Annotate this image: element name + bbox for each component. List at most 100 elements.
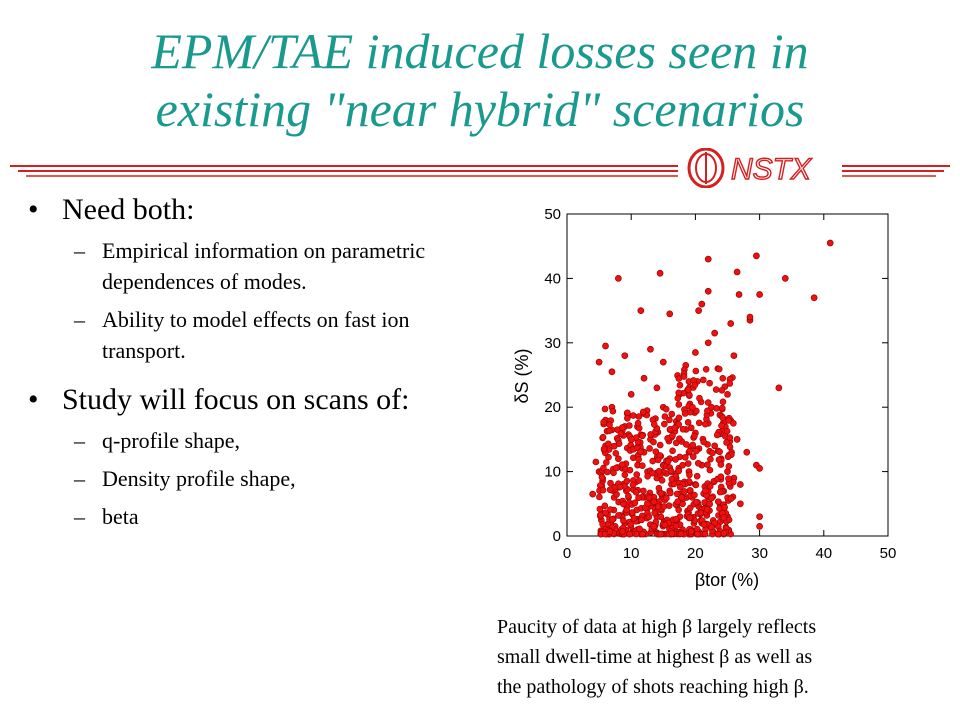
caption-line-1: Paucity of data at high β largely reflec… [497,616,817,638]
nstx-logo-text: NSTX [731,153,812,186]
scatter-point [712,386,720,393]
scatter-point [719,398,727,406]
scatter-point [604,468,611,476]
scatter-point [650,438,657,446]
scatter-point [714,530,722,538]
scatter-point [689,453,697,460]
scatter-point [702,420,709,428]
scatter-point [644,500,651,507]
dash-glyph: – [74,428,85,453]
scatter-point [596,493,603,501]
bullet-list: • Need both: – Empirical information on … [28,188,458,532]
scatter-point [638,516,645,524]
scatter-point [696,394,703,402]
title-line-1: EPM/TAE induced losses seen in [151,23,809,79]
scatter-point [686,487,694,494]
scatter-point [686,391,693,399]
scatter-point [682,454,689,461]
scatter-point [721,503,728,511]
bullet-2-text: Study will focus on scans of: [62,383,410,416]
scatter-point [629,481,637,489]
divider-lines-left [10,165,678,177]
scatter-point [644,472,651,480]
scatter-point [775,384,783,392]
scatter-point [756,522,763,530]
scatter-point [627,390,635,398]
scatter-point [674,394,682,402]
scatter-point [595,358,603,366]
scatter-point [672,515,680,523]
scatter-point [651,509,658,517]
scatter-point [650,498,658,505]
scatter-point [694,530,702,538]
scatter-point [655,484,663,492]
scatter-point [596,505,604,513]
scatter-point [730,419,737,427]
scatter-point [626,530,633,538]
scatter-point [723,427,731,435]
scatter-point [630,515,638,522]
scatter-point [648,469,656,477]
slide-title: EPM/TAE induced losses seen in existing … [0,22,960,138]
scatter-point [718,422,725,429]
scatter-point [700,521,708,528]
scatter-point [664,458,672,465]
scatter-point [680,373,688,380]
scatter-point [626,466,634,474]
scatter-point [756,291,763,298]
scatter-point [612,450,620,457]
scatter-point [639,432,646,440]
scatter-point [692,349,699,356]
scatter-point [720,529,728,537]
scatter-point [647,345,654,353]
scatter-point [736,481,744,488]
scatter-point [684,419,692,426]
scatter-point [708,494,715,502]
sub-bullet-text: q-profile shape, [102,428,241,453]
scatter-point [627,520,634,528]
bullet-2: • Study will focus on scans of: [28,382,458,418]
scatter-point [730,352,738,360]
scatter-points [589,239,834,538]
scatter-point [598,473,606,481]
scatter-point [719,374,727,382]
scatter-point [621,352,629,360]
scatter-point [601,530,609,538]
scatter-point [718,404,726,412]
scatter-point [639,530,646,538]
scatter-point [658,477,666,484]
x-axis-label: βtor (%) [695,570,759,590]
scatter-point [632,488,640,496]
scatter-point [631,499,639,507]
scatter-point [704,461,711,469]
scatter-point [653,384,661,392]
scatter-point [674,498,681,505]
scatter-point [733,436,741,443]
scatter-point [600,418,607,426]
sub-bullet-text: Density profile shape, [102,466,296,491]
y-axis-label: δS (%) [512,348,532,403]
x-tick-label: 10 [623,545,640,562]
scatter-point [624,414,631,422]
scatter-point [589,490,597,498]
scatter-point [704,399,712,406]
scatter-point [736,500,744,508]
sub-bullet-2-1: – q-profile shape, [28,425,458,456]
scatter-point [706,482,714,490]
dash-glyph: – [74,307,85,332]
scatter-point [652,448,660,455]
scatter-point [675,506,683,514]
scatter-point [679,425,687,433]
scatter-point [592,458,600,466]
scatter-point [640,374,648,382]
scatter-point [602,342,609,350]
scatter-point [746,313,754,321]
scatter-point [684,460,692,467]
scatter-point [677,530,685,538]
scatter-point [663,494,670,502]
scatter-point [645,494,653,501]
scatter-point [714,498,722,505]
bullet-glyph: • [28,193,39,226]
scatter-point [691,432,698,440]
scatter-point [720,514,728,521]
